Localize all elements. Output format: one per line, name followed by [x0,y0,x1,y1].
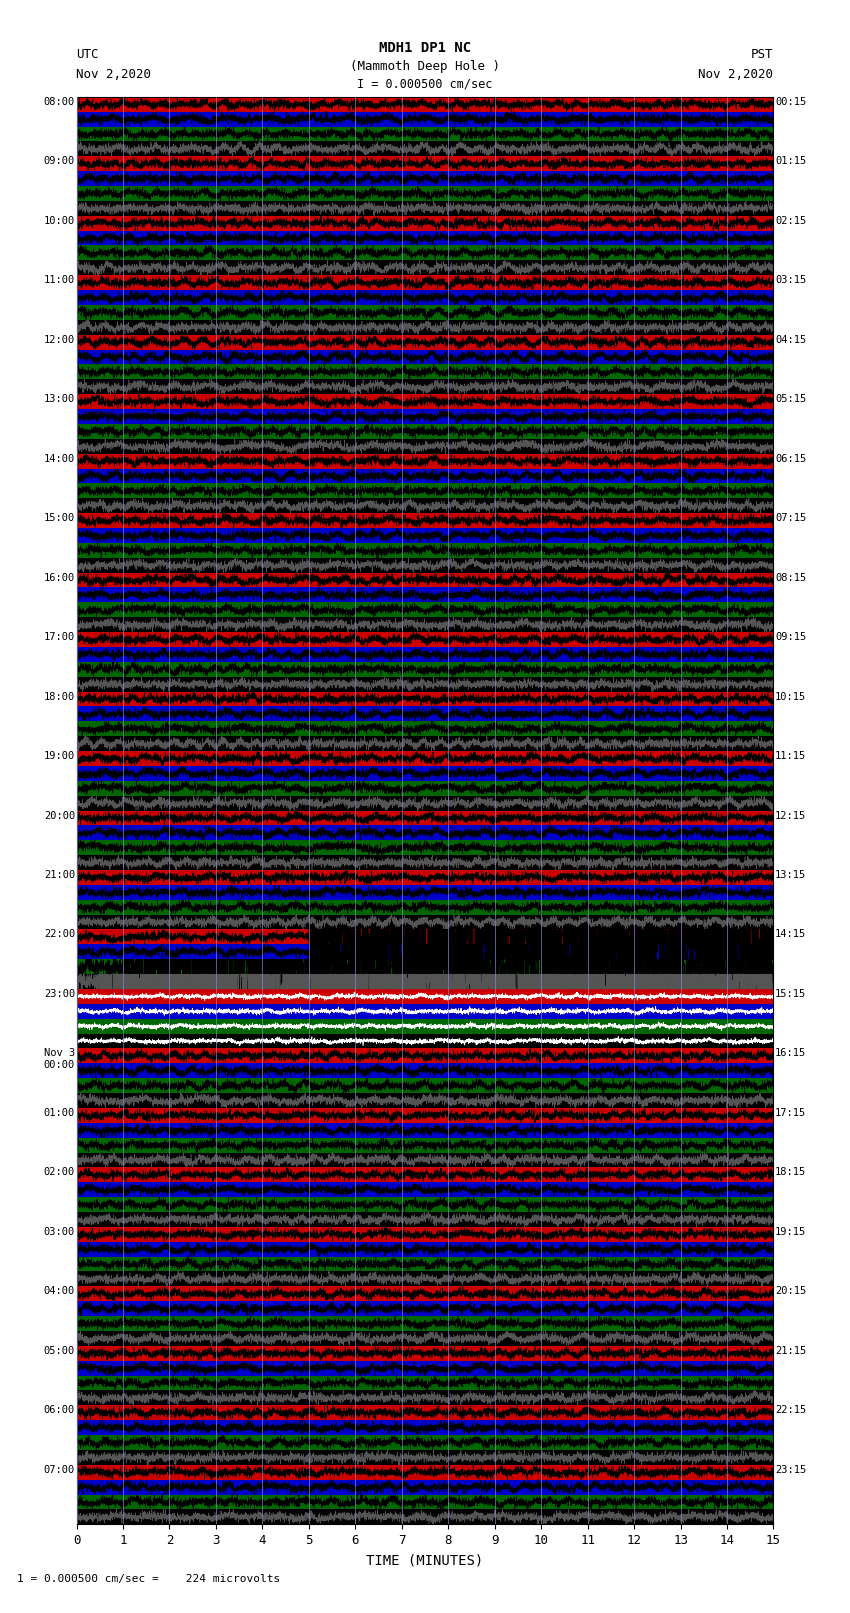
Text: 12:15: 12:15 [775,810,806,821]
Text: 16:00: 16:00 [44,573,75,582]
Text: 08:15: 08:15 [775,573,806,582]
Text: 11:15: 11:15 [775,752,806,761]
Text: 02:00: 02:00 [44,1168,75,1177]
Text: Nov 3
00:00: Nov 3 00:00 [44,1048,75,1069]
Text: 04:15: 04:15 [775,336,806,345]
Text: 12:00: 12:00 [44,336,75,345]
Text: 03:00: 03:00 [44,1227,75,1237]
Text: 10:15: 10:15 [775,692,806,702]
Text: 07:15: 07:15 [775,513,806,523]
Text: 21:00: 21:00 [44,869,75,881]
Text: MDH1 DP1 NC: MDH1 DP1 NC [379,40,471,55]
Text: 23:00: 23:00 [44,989,75,998]
Text: 05:15: 05:15 [775,394,806,405]
Text: I = 0.000500 cm/sec: I = 0.000500 cm/sec [357,77,493,90]
Text: 03:15: 03:15 [775,276,806,286]
Text: 21:15: 21:15 [775,1345,806,1357]
Text: 18:15: 18:15 [775,1168,806,1177]
Text: PST: PST [751,48,774,61]
Text: 20:15: 20:15 [775,1287,806,1297]
Text: 11:00: 11:00 [44,276,75,286]
Text: 13:15: 13:15 [775,869,806,881]
Text: 09:15: 09:15 [775,632,806,642]
Text: 13:00: 13:00 [44,394,75,405]
Text: 19:00: 19:00 [44,752,75,761]
Text: 09:00: 09:00 [44,156,75,166]
Text: 08:00: 08:00 [44,97,75,106]
Text: 1 = 0.000500 cm/sec =    224 microvolts: 1 = 0.000500 cm/sec = 224 microvolts [17,1574,280,1584]
Text: Nov 2,2020: Nov 2,2020 [76,68,151,81]
Text: 04:00: 04:00 [44,1287,75,1297]
Text: 15:15: 15:15 [775,989,806,998]
Text: 16:15: 16:15 [775,1048,806,1058]
Text: 22:00: 22:00 [44,929,75,939]
Text: 06:00: 06:00 [44,1405,75,1415]
Text: 06:15: 06:15 [775,453,806,463]
Text: 02:15: 02:15 [775,216,806,226]
Text: 10:00: 10:00 [44,216,75,226]
Text: 01:15: 01:15 [775,156,806,166]
Text: 17:00: 17:00 [44,632,75,642]
Text: (Mammoth Deep Hole ): (Mammoth Deep Hole ) [350,60,500,73]
Text: 05:00: 05:00 [44,1345,75,1357]
Text: 14:00: 14:00 [44,453,75,463]
Text: 17:15: 17:15 [775,1108,806,1118]
Text: 19:15: 19:15 [775,1227,806,1237]
Text: 14:15: 14:15 [775,929,806,939]
Text: 00:15: 00:15 [775,97,806,106]
Text: Nov 2,2020: Nov 2,2020 [699,68,774,81]
Text: 01:00: 01:00 [44,1108,75,1118]
Text: UTC: UTC [76,48,99,61]
Text: 15:00: 15:00 [44,513,75,523]
Text: 07:00: 07:00 [44,1465,75,1474]
Text: 18:00: 18:00 [44,692,75,702]
Text: 20:00: 20:00 [44,810,75,821]
Text: 23:15: 23:15 [775,1465,806,1474]
X-axis label: TIME (MINUTES): TIME (MINUTES) [366,1553,484,1568]
Text: 22:15: 22:15 [775,1405,806,1415]
